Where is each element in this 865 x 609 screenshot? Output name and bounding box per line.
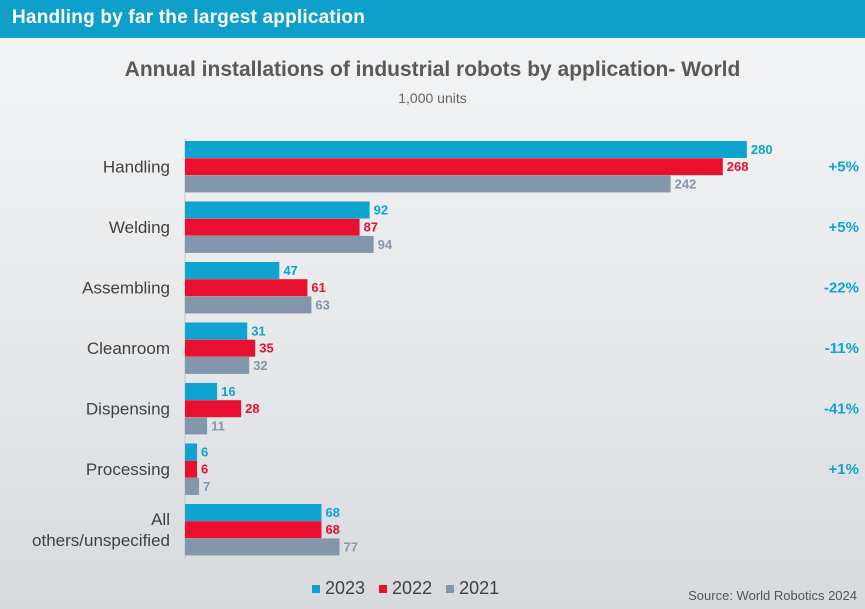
chart-title: Annual installations of industrial robot…: [124, 58, 741, 81]
change-label-handling: +5%: [829, 159, 859, 176]
legend-item-2022: 2022: [379, 578, 432, 599]
bar-cleanroom-2022: [185, 339, 256, 357]
bar-welding-2021: [185, 235, 374, 253]
legend-label-2023: 2023: [325, 578, 366, 598]
value-label-handling-2023: 280: [751, 142, 773, 157]
category-label-handling: Handling: [103, 158, 170, 177]
bar-cleanroom-2021: [185, 356, 250, 374]
bar-welding-2022: [185, 218, 360, 236]
value-label-all-others-unspecified-2022: 68: [325, 522, 339, 537]
value-label-processing-2022: 6: [201, 462, 208, 477]
category-label-dispensing: Dispensing: [86, 400, 170, 419]
bar-assembling-2022: [185, 279, 308, 297]
category-label-processing: Processing: [86, 460, 170, 479]
value-label-cleanroom-2021: 32: [253, 358, 267, 373]
category-label-welding: Welding: [109, 218, 170, 237]
legend-swatch-2022: [379, 584, 388, 593]
change-label-cleanroom: -11%: [825, 340, 859, 357]
change-label-processing: +1%: [829, 461, 859, 478]
value-label-all-others-unspecified-2021: 77: [344, 539, 358, 554]
bar-handling-2023: [185, 141, 747, 158]
category-label-cleanroom: Cleanroom: [87, 339, 170, 358]
source-note: Source: World Robotics 2024: [688, 588, 857, 603]
bar-all-others-unspecified-2021: [185, 538, 340, 556]
banner-title: Handling by far the largest application: [12, 7, 366, 28]
value-label-dispensing-2021: 11: [211, 418, 225, 433]
bar-handling-2022: [185, 158, 723, 176]
bar-processing-2022: [185, 460, 198, 478]
legend-swatch-2023: [312, 584, 320, 593]
value-label-cleanroom-2022: 35: [259, 341, 273, 356]
value-label-welding-2023: 92: [374, 203, 388, 218]
bar-handling-2021: [185, 175, 671, 193]
legend-item-2021: 2021: [446, 578, 499, 599]
value-label-processing-2021: 7: [203, 479, 210, 494]
value-label-all-others-unspecified-2023: 68: [325, 505, 339, 520]
bar-all-others-unspecified-2023: [185, 504, 322, 521]
value-label-processing-2023: 6: [201, 445, 208, 460]
header-banner: Handling by far the largest application: [0, 0, 865, 38]
value-label-welding-2022: 87: [364, 220, 378, 235]
bar-welding-2023: [185, 201, 370, 219]
value-label-assembling-2023: 47: [283, 263, 297, 278]
change-label-dispensing: -41%: [824, 401, 859, 418]
value-label-assembling-2021: 63: [315, 297, 329, 312]
bar-processing-2021: [185, 477, 200, 495]
bar-all-others-unspecified-2022: [185, 521, 322, 539]
value-label-assembling-2022: 61: [311, 280, 325, 295]
legend-label-2021: 2021: [459, 578, 500, 598]
value-label-dispensing-2023: 16: [221, 384, 235, 399]
change-label-assembling: -22%: [824, 280, 859, 297]
legend-item-2023: 2023: [312, 578, 365, 599]
category-label-assembling: Assembling: [82, 279, 170, 298]
value-label-dispensing-2022: 28: [245, 401, 259, 416]
legend-label-2022: 2022: [392, 578, 433, 598]
value-label-handling-2021: 242: [675, 176, 697, 191]
bar-assembling-2023: [185, 262, 280, 279]
bar-processing-2023: [185, 443, 198, 461]
chart-subtitle: 1,000 units: [398, 90, 467, 106]
legend-swatch-2021: [446, 584, 455, 593]
category-label-all-others-unspecified: All others/unspecified: [32, 510, 170, 550]
value-label-cleanroom-2023: 31: [251, 324, 265, 339]
chart-legend: 2023 2022 2021: [312, 578, 499, 599]
change-label-welding: +5%: [829, 219, 859, 236]
bar-cleanroom-2023: [185, 322, 248, 340]
value-label-welding-2021: 94: [378, 237, 393, 252]
bar-dispensing-2022: [185, 400, 242, 418]
value-label-handling-2022: 268: [727, 159, 749, 174]
bar-dispensing-2021: [185, 417, 208, 435]
bar-assembling-2021: [185, 296, 312, 314]
bar-dispensing-2023: [185, 383, 218, 400]
